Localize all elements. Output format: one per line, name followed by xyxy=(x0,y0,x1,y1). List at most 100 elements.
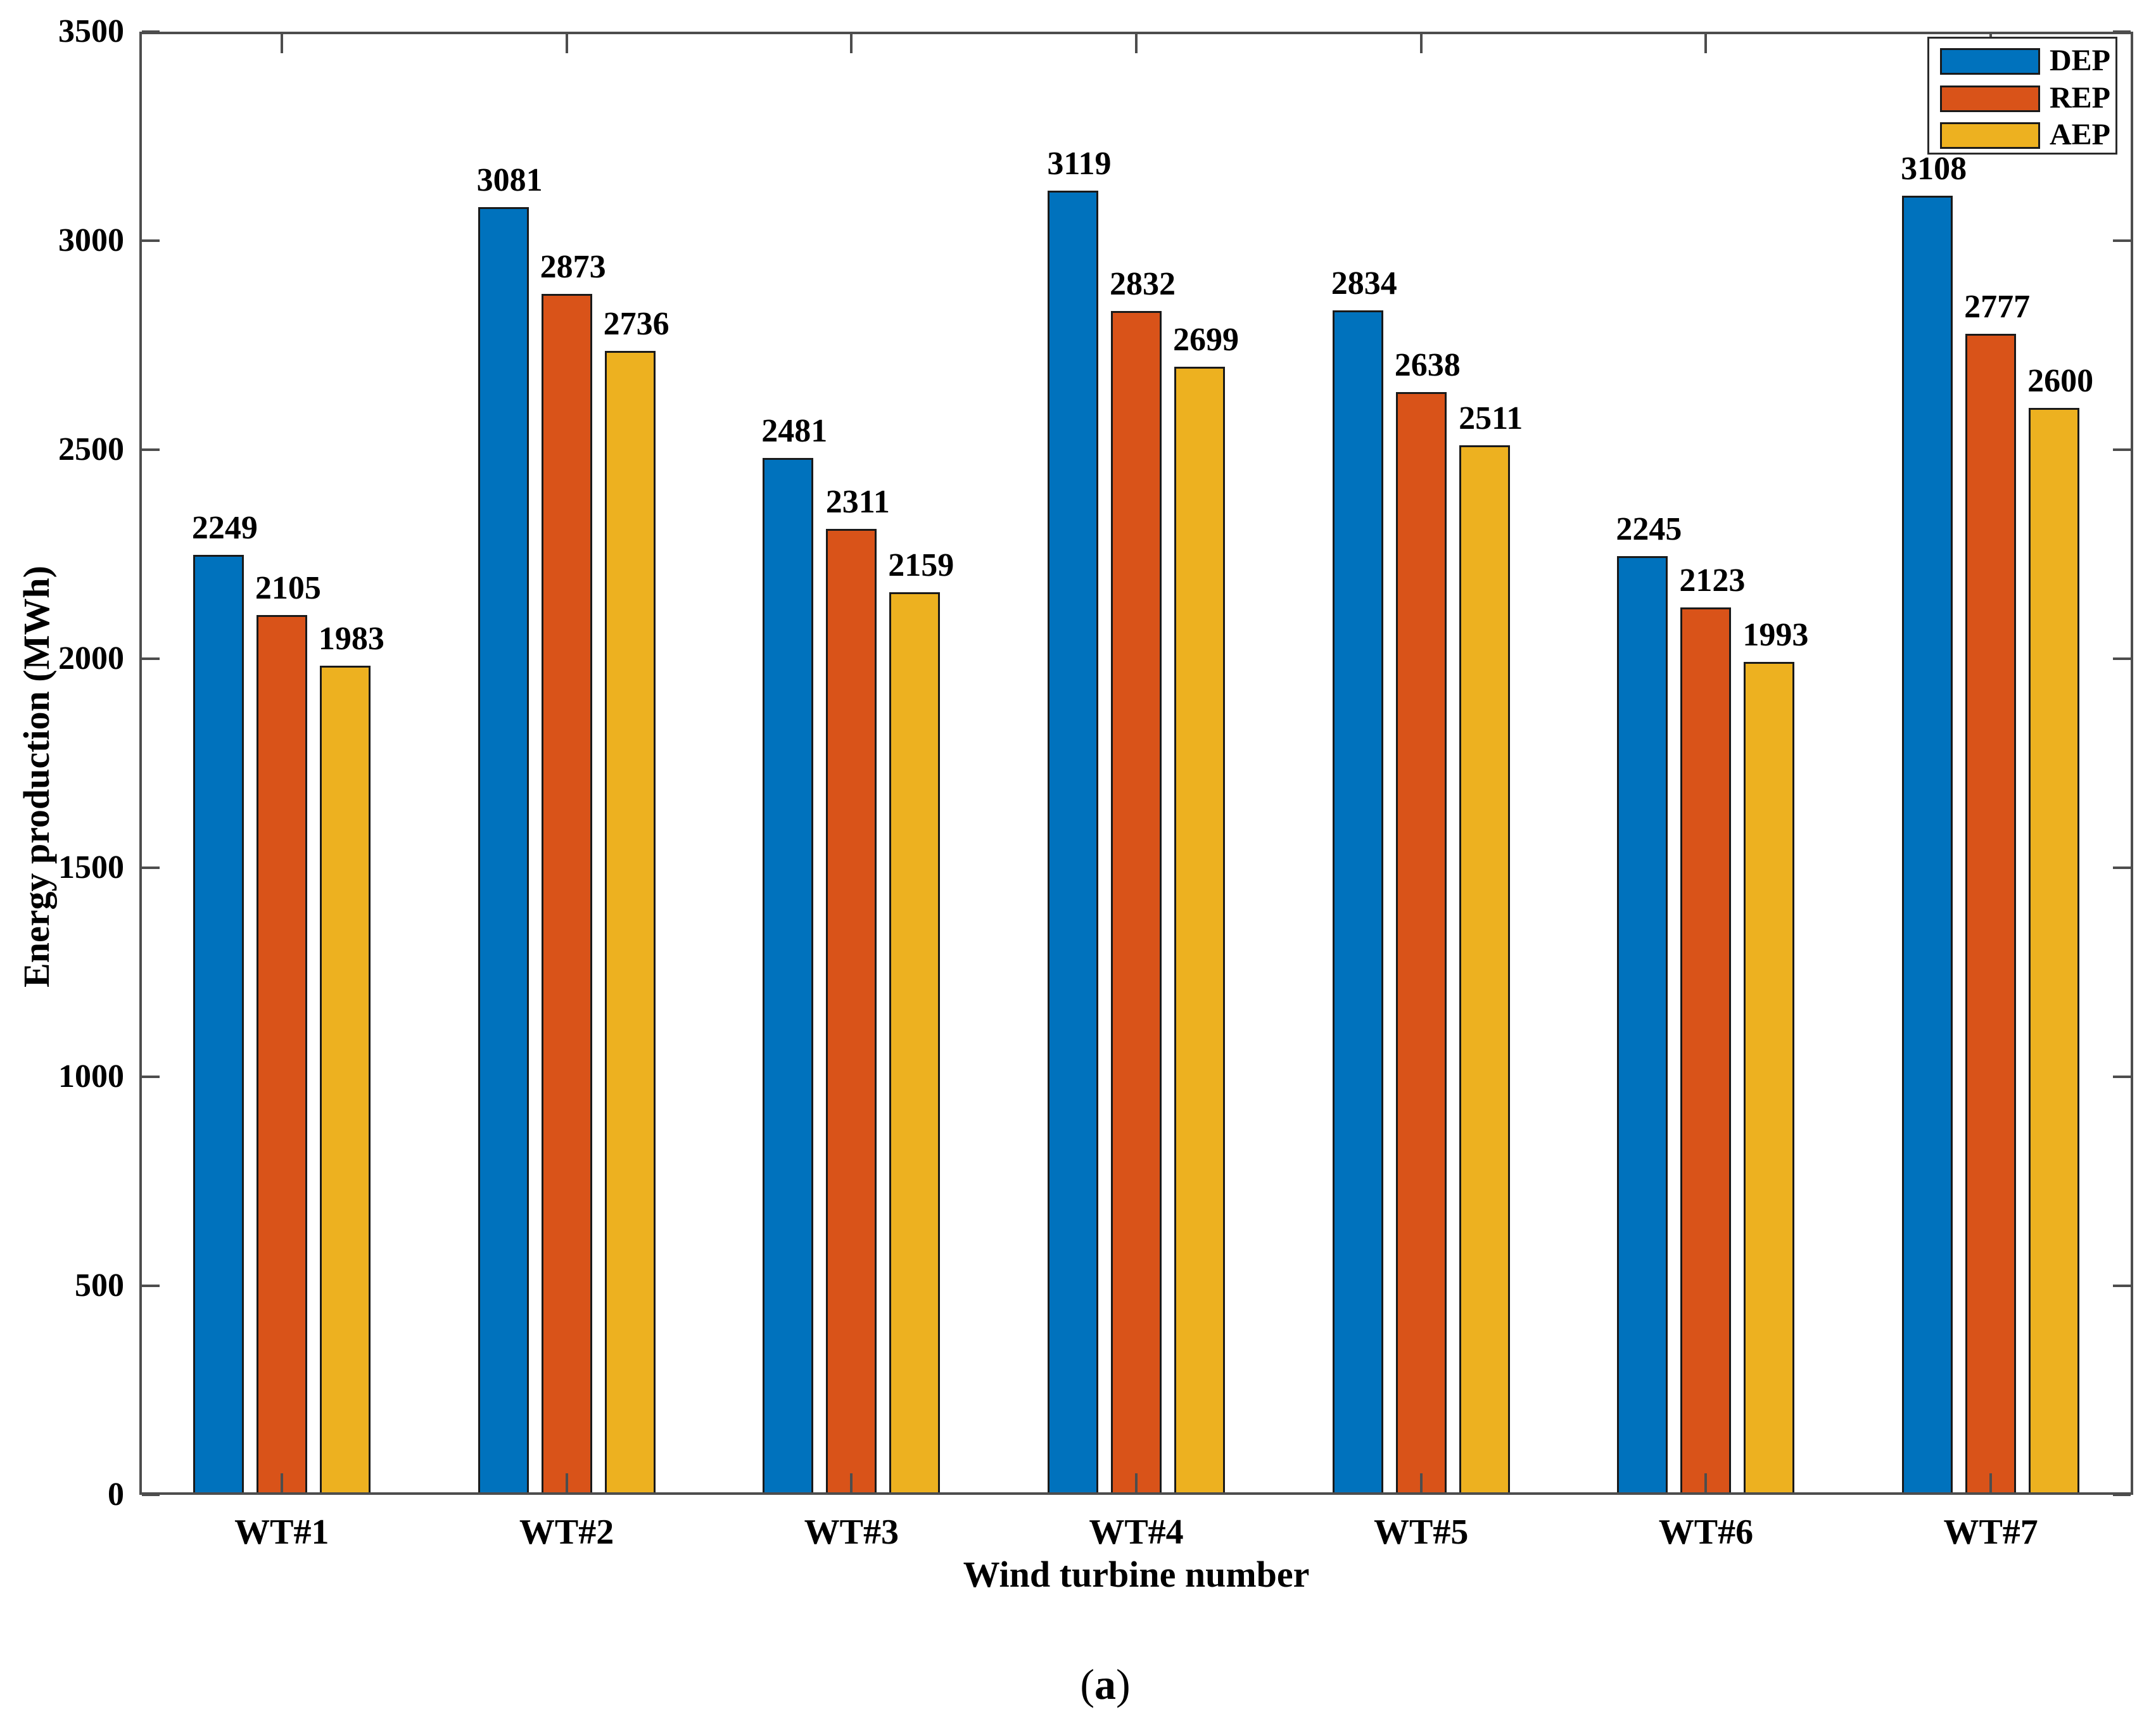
y-tick-mark xyxy=(2113,1076,2131,1078)
x-tick-mark xyxy=(565,34,568,53)
x-tick-mark xyxy=(850,34,853,53)
bar-value-label: 3108 xyxy=(1901,150,1967,187)
legend-item: DEP xyxy=(1940,44,2111,77)
x-tick-mark xyxy=(565,1473,568,1492)
y-tick-mark xyxy=(142,866,160,869)
bar xyxy=(1048,191,1098,1495)
y-tick-label: 500 xyxy=(75,1267,124,1304)
bar-value-label: 2481 xyxy=(761,412,828,449)
y-tick-mark xyxy=(2113,657,2131,660)
bar-value-label: 2600 xyxy=(2027,363,2094,399)
legend-item: AEP xyxy=(1940,118,2111,151)
x-tick-mark xyxy=(1135,34,1138,53)
bar-value-label: 2105 xyxy=(255,569,321,606)
legend: DEP REP AEP xyxy=(1927,37,2117,155)
x-tick-mark xyxy=(1419,1473,1423,1492)
legend-swatch xyxy=(1940,122,2040,149)
x-tick-label: WT#6 xyxy=(1658,1513,1754,1552)
x-tick-mark xyxy=(850,1473,853,1492)
bar xyxy=(1902,195,1953,1495)
x-tick-label: WT#3 xyxy=(804,1513,899,1552)
bar-value-label: 2699 xyxy=(1173,321,1239,358)
y-tick-label: 1500 xyxy=(58,849,124,886)
x-tick-mark xyxy=(1704,1473,1708,1492)
bar-value-label: 1993 xyxy=(1742,616,1809,653)
legend-label: DEP xyxy=(2050,44,2110,77)
y-tick-mark xyxy=(142,448,160,451)
bar xyxy=(2029,408,2080,1495)
bar-value-label: 2249 xyxy=(191,509,258,546)
bar xyxy=(1965,334,2017,1495)
bar xyxy=(826,528,877,1495)
y-tick-label: 3000 xyxy=(58,222,124,258)
legend-label: REP xyxy=(2050,80,2110,115)
bar-value-label: 2511 xyxy=(1459,400,1523,436)
bar xyxy=(1332,310,1383,1495)
bar xyxy=(478,206,529,1495)
figure-caption: (a) xyxy=(1010,1660,1200,1710)
y-tick-label: 2000 xyxy=(58,640,124,676)
bar-value-label: 3119 xyxy=(1047,146,1112,182)
legend-swatch xyxy=(1940,48,2040,75)
bar xyxy=(1111,310,1162,1495)
x-tick-mark xyxy=(280,34,283,53)
y-tick-mark xyxy=(2113,1285,2131,1287)
bar xyxy=(193,554,244,1495)
x-tick-mark xyxy=(1989,1473,1993,1492)
legend-label: AEP xyxy=(2050,118,2110,151)
y-tick-mark xyxy=(142,1494,160,1496)
x-tick-mark xyxy=(1704,34,1708,53)
bar xyxy=(763,457,814,1495)
y-tick-mark xyxy=(2113,866,2131,869)
y-tick-label: 1000 xyxy=(58,1058,124,1095)
bar xyxy=(1459,445,1510,1495)
legend-swatch xyxy=(1940,85,2040,112)
y-tick-mark xyxy=(142,1076,160,1078)
bar xyxy=(1617,556,1668,1495)
y-tick-label: 0 xyxy=(108,1476,124,1513)
y-tick-mark xyxy=(142,30,160,33)
bar-value-label: 2873 xyxy=(540,248,606,285)
x-axis-title: Wind turbine number xyxy=(963,1554,1310,1595)
bar xyxy=(889,592,941,1495)
bar xyxy=(604,351,656,1495)
bar xyxy=(1174,366,1225,1495)
x-tick-label: WT#4 xyxy=(1089,1513,1184,1552)
bar-value-label: 2159 xyxy=(888,547,954,584)
bar-value-label: 2123 xyxy=(1679,562,1746,599)
bar-value-label: 2311 xyxy=(825,483,890,520)
plot-area xyxy=(139,32,2133,1495)
bar-value-label: 2638 xyxy=(1394,346,1461,383)
bar-value-label: 3081 xyxy=(476,162,543,198)
y-tick-mark xyxy=(2113,30,2131,33)
y-tick-label: 2500 xyxy=(58,431,124,467)
bar-value-label: 1983 xyxy=(318,621,384,657)
y-tick-mark xyxy=(2113,239,2131,242)
x-tick-label: WT#2 xyxy=(519,1513,614,1552)
bar-value-label: 2245 xyxy=(1616,511,1682,548)
bar xyxy=(1744,661,1795,1495)
x-tick-mark xyxy=(280,1473,283,1492)
x-tick-label: WT#7 xyxy=(1943,1513,2038,1552)
y-axis-title: Energy production (MWh) xyxy=(16,566,57,987)
bar-value-label: 2834 xyxy=(1331,265,1397,302)
bar-value-label: 2832 xyxy=(1110,265,1176,302)
y-tick-mark xyxy=(2113,1494,2131,1496)
caption-close-paren: ) xyxy=(1116,1660,1131,1708)
bar xyxy=(1395,391,1447,1495)
caption-letter: a xyxy=(1094,1660,1116,1708)
x-tick-label: WT#1 xyxy=(234,1513,329,1552)
y-tick-mark xyxy=(142,239,160,242)
x-tick-mark xyxy=(1419,34,1423,53)
y-tick-mark xyxy=(142,657,160,660)
bar-value-label: 2736 xyxy=(603,306,669,343)
y-tick-mark xyxy=(2113,448,2131,451)
caption-open-paren: ( xyxy=(1080,1660,1094,1708)
legend-item: REP xyxy=(1940,80,2111,115)
x-tick-label: WT#5 xyxy=(1374,1513,1469,1552)
y-tick-mark xyxy=(142,1285,160,1287)
bar xyxy=(256,614,307,1495)
bar xyxy=(541,293,592,1495)
bar xyxy=(1680,607,1732,1495)
